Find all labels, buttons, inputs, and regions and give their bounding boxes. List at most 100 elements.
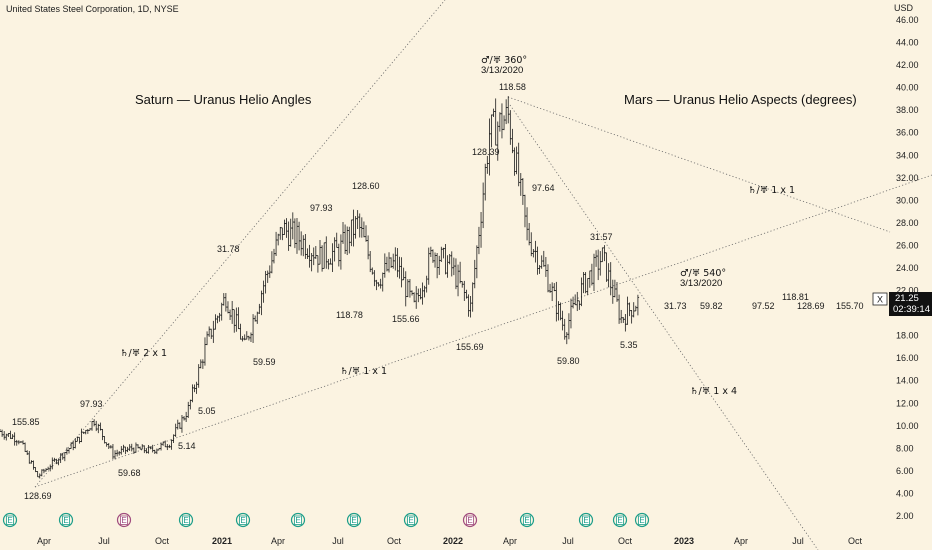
candle[interactable] — [224, 293, 228, 312]
candle[interactable] — [46, 466, 50, 470]
candle[interactable] — [17, 440, 21, 445]
candle[interactable] — [101, 428, 104, 441]
candle[interactable] — [519, 173, 522, 196]
candle[interactable] — [511, 128, 514, 154]
candle[interactable] — [216, 315, 219, 324]
candle[interactable] — [350, 219, 353, 247]
earnings-marker[interactable]: E — [612, 512, 628, 528]
candle[interactable] — [471, 282, 474, 312]
candle[interactable] — [249, 332, 253, 343]
candle[interactable] — [178, 422, 182, 429]
candle[interactable] — [7, 433, 10, 437]
candle[interactable] — [304, 234, 307, 259]
candle[interactable] — [272, 248, 276, 264]
candle[interactable] — [617, 294, 621, 324]
candle[interactable] — [352, 209, 355, 247]
candle[interactable] — [387, 252, 391, 273]
candle[interactable] — [484, 163, 487, 201]
candle[interactable] — [440, 246, 443, 262]
earnings-marker[interactable]: E — [58, 512, 74, 528]
earnings-marker[interactable]: E — [346, 512, 362, 528]
candle[interactable] — [40, 469, 44, 477]
candle[interactable] — [289, 218, 292, 247]
earnings-marker[interactable]: E — [578, 512, 594, 528]
candle[interactable] — [626, 296, 629, 325]
candle[interactable] — [599, 251, 602, 276]
candle[interactable] — [306, 248, 309, 260]
candle[interactable] — [214, 314, 217, 330]
candle[interactable] — [88, 428, 92, 431]
candle[interactable] — [312, 247, 315, 266]
candle[interactable] — [90, 420, 94, 431]
candle[interactable] — [339, 234, 343, 270]
candle[interactable] — [368, 251, 372, 273]
candle[interactable] — [42, 468, 46, 474]
candle[interactable] — [634, 305, 638, 312]
candle[interactable] — [253, 315, 257, 322]
candle[interactable] — [113, 450, 117, 460]
candle[interactable] — [164, 440, 167, 448]
candle[interactable] — [438, 255, 441, 275]
candle[interactable] — [542, 250, 545, 267]
candle[interactable] — [9, 430, 12, 439]
candle[interactable] — [590, 263, 594, 286]
candle[interactable] — [222, 293, 225, 306]
candle[interactable] — [159, 442, 163, 451]
candle[interactable] — [32, 460, 35, 470]
candle[interactable] — [109, 445, 113, 449]
candle[interactable] — [34, 467, 37, 473]
candle[interactable] — [118, 451, 121, 456]
candle[interactable] — [13, 432, 16, 446]
candle[interactable] — [63, 452, 67, 462]
candle[interactable] — [603, 245, 606, 262]
trendline[interactable] — [507, 96, 891, 233]
candle[interactable] — [295, 217, 299, 254]
candle[interactable] — [571, 296, 575, 309]
earnings-marker[interactable]: E — [634, 512, 650, 528]
candle[interactable] — [530, 232, 533, 257]
candle[interactable] — [299, 231, 303, 256]
candle[interactable] — [628, 302, 631, 317]
candle[interactable] — [279, 226, 282, 240]
candle[interactable] — [479, 211, 483, 248]
candle[interactable] — [187, 401, 190, 418]
candle[interactable] — [61, 452, 64, 460]
candle[interactable] — [417, 288, 420, 303]
candle[interactable] — [636, 294, 640, 316]
candle[interactable] — [341, 221, 345, 244]
candle[interactable] — [515, 146, 518, 175]
candle[interactable] — [425, 275, 428, 293]
candle[interactable] — [157, 448, 161, 451]
candle[interactable] — [586, 278, 589, 296]
candle[interactable] — [184, 411, 188, 423]
candle[interactable] — [193, 384, 196, 393]
candle[interactable] — [613, 279, 617, 298]
candle[interactable] — [258, 303, 261, 315]
candle[interactable] — [408, 279, 412, 298]
candle[interactable] — [632, 302, 635, 318]
candle[interactable] — [477, 226, 481, 255]
candle[interactable] — [348, 226, 351, 254]
candle[interactable] — [218, 312, 221, 322]
candle[interactable] — [86, 429, 90, 434]
candle[interactable] — [442, 247, 445, 259]
candle[interactable] — [80, 428, 83, 443]
candle[interactable] — [611, 279, 615, 304]
candle[interactable] — [260, 290, 263, 316]
candle[interactable] — [337, 243, 341, 267]
candle[interactable] — [320, 245, 324, 272]
candle[interactable] — [490, 114, 493, 148]
candle[interactable] — [517, 142, 520, 187]
candle[interactable] — [105, 442, 108, 447]
candle[interactable] — [251, 314, 255, 343]
candle[interactable] — [103, 436, 106, 444]
candle[interactable] — [513, 147, 516, 176]
candle[interactable] — [404, 271, 407, 307]
candle[interactable] — [454, 258, 458, 290]
candle[interactable] — [402, 267, 405, 281]
candle[interactable] — [243, 334, 246, 341]
price-marker-label[interactable]: X — [877, 295, 883, 305]
candle[interactable] — [266, 270, 269, 283]
candle[interactable] — [400, 257, 403, 288]
